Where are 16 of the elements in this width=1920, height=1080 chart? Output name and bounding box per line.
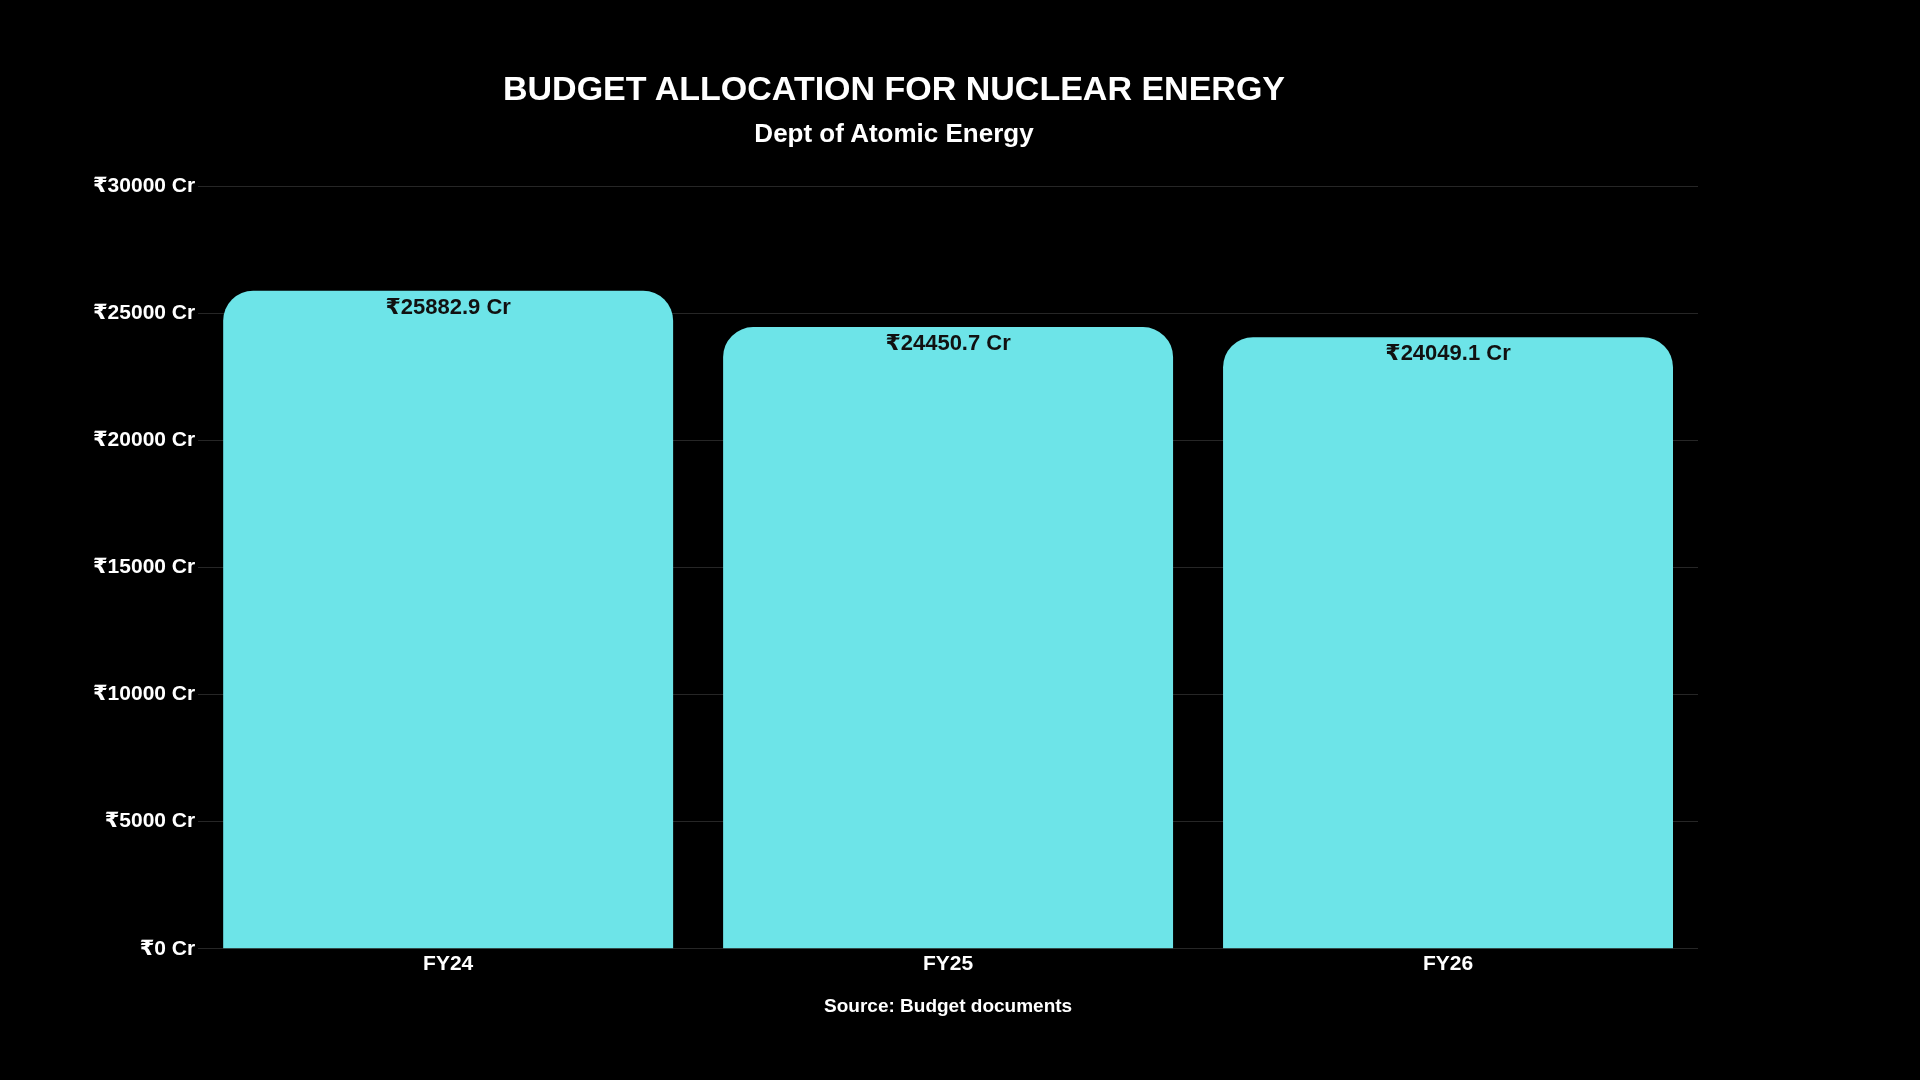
y-tick-label: ₹20000 Cr (92, 427, 196, 451)
data-label: ₹24049.1 Cr (1385, 340, 1512, 366)
data-label: ₹24450.7 Cr (885, 330, 1012, 356)
x-tick-label: FY26 (1422, 951, 1474, 975)
y-tick-label: ₹15000 Cr (92, 554, 196, 578)
data-label: ₹25882.9 Cr (385, 293, 512, 319)
chart-subtitle: Dept of Atomic Energy (754, 117, 1035, 148)
y-tick-label: ₹30000 Cr (92, 172, 196, 196)
chart-title: BUDGET ALLOCATION FOR NUCLEAR ENERGY (503, 68, 1286, 107)
source-note: Source: Budget documents (824, 995, 1073, 1017)
x-tick-label: FY25 (922, 951, 974, 975)
y-tick-label: ₹5000 Cr (104, 808, 196, 832)
y-tick-label: ₹25000 Cr (92, 299, 196, 323)
x-tick-label: FY24 (423, 951, 474, 975)
y-tick-label: ₹10000 Cr (92, 681, 196, 705)
y-tick-label: ₹0 Cr (139, 935, 196, 959)
